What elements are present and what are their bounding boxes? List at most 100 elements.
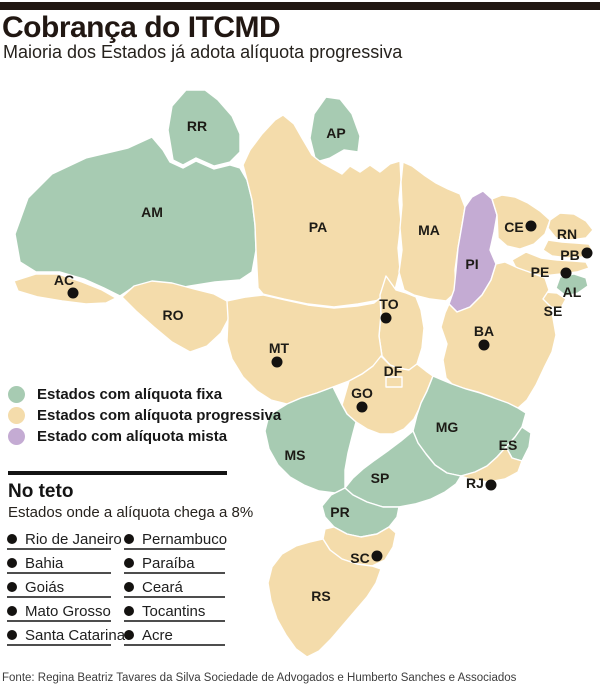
bullet-icon bbox=[124, 630, 134, 640]
state-dot-rj bbox=[485, 479, 497, 491]
state-shape-ba bbox=[440, 261, 557, 409]
state-label-rr: RR bbox=[187, 118, 207, 134]
state-dot-mt bbox=[271, 356, 283, 368]
no-teto-column-1: Rio de Janeiro Bahia Goiás Mato Grosso Santa… bbox=[7, 530, 125, 650]
bullet-icon bbox=[7, 630, 17, 640]
list-item: Rio de Janeiro bbox=[7, 530, 122, 550]
source-note: Fonte: Regina Beatriz Tavares da Silva S… bbox=[2, 672, 517, 684]
legend-swatch-mixed bbox=[8, 428, 25, 445]
state-shape-ap bbox=[309, 96, 361, 163]
state-dot-ce bbox=[525, 220, 537, 232]
legend-swatch-progressive bbox=[8, 407, 25, 424]
state-label-pe: PE bbox=[531, 264, 550, 280]
state-label-ce: CE bbox=[504, 219, 523, 235]
state-shape-ce bbox=[491, 194, 551, 250]
legend-item-progressive: Estados com alíquota progressiva bbox=[8, 407, 281, 424]
state-label-al: AL bbox=[563, 284, 582, 300]
state-dot-pb bbox=[581, 247, 593, 259]
list-item: Santa Catarina bbox=[7, 626, 125, 646]
bullet-icon bbox=[124, 534, 134, 544]
state-name: Santa Catarina bbox=[25, 626, 126, 644]
bullet-icon bbox=[124, 558, 134, 568]
state-shapes bbox=[13, 89, 594, 658]
state-label-ba: BA bbox=[474, 323, 494, 339]
state-label-rj: RJ bbox=[466, 475, 484, 491]
no-teto-column-2: Pernambuco Paraíba Ceará Tocantins Acre bbox=[124, 530, 228, 650]
state-shape-df bbox=[385, 376, 403, 388]
state-label-pb: PB bbox=[560, 247, 579, 263]
state-name: Ceará bbox=[142, 578, 183, 596]
state-label-df: DF bbox=[384, 363, 403, 379]
page-title: Cobrança do ITCMD bbox=[2, 11, 281, 44]
bullet-icon bbox=[7, 558, 17, 568]
state-shape-ac bbox=[13, 273, 117, 305]
state-name: Mato Grosso bbox=[25, 602, 111, 620]
state-label-sc: SC bbox=[350, 550, 369, 566]
list-item: Goiás bbox=[7, 578, 111, 598]
section-divider bbox=[8, 471, 227, 475]
list-item: Bahia bbox=[7, 554, 111, 574]
state-label-rn: RN bbox=[557, 226, 577, 242]
legend-label: Estados com alíquota progressiva bbox=[37, 407, 282, 424]
state-shape-ms bbox=[264, 386, 357, 494]
legend-swatch-fixed bbox=[8, 386, 25, 403]
list-item: Tocantins bbox=[124, 602, 225, 622]
no-teto-heading: No teto bbox=[8, 481, 74, 502]
state-dot-sc bbox=[371, 550, 383, 562]
state-name: Pernambuco bbox=[142, 530, 228, 548]
list-item: Ceará bbox=[124, 578, 225, 598]
state-dot-ac bbox=[67, 287, 79, 299]
state-label-ms: MS bbox=[285, 447, 306, 463]
state-dot-pe bbox=[560, 267, 572, 279]
state-label-ro: RO bbox=[163, 307, 184, 323]
list-item: Pernambuco bbox=[124, 530, 228, 550]
state-label-es: ES bbox=[499, 437, 518, 453]
state-label-pr: PR bbox=[330, 504, 349, 520]
state-label-mt: MT bbox=[269, 340, 290, 356]
state-name: Paraíba bbox=[142, 554, 195, 572]
state-label-mg: MG bbox=[436, 419, 459, 435]
state-dot-ba bbox=[478, 339, 490, 351]
state-label-ap: AP bbox=[326, 125, 345, 141]
state-name: Tocantins bbox=[142, 602, 206, 620]
state-label-pa: PA bbox=[309, 219, 327, 235]
state-label-se: SE bbox=[544, 303, 563, 319]
bullet-icon bbox=[7, 534, 17, 544]
state-label-rs: RS bbox=[311, 588, 330, 604]
state-label-go: GO bbox=[351, 385, 373, 401]
state-dot-to bbox=[380, 312, 392, 324]
state-shape-rn bbox=[547, 212, 594, 241]
legend-item-mixed: Estado com alíquota mista bbox=[8, 428, 281, 445]
state-shape-al bbox=[555, 273, 589, 297]
bullet-icon bbox=[7, 606, 17, 616]
list-item: Paraíba bbox=[124, 554, 225, 574]
state-shape-rs bbox=[267, 538, 382, 658]
state-shape-rj bbox=[460, 446, 523, 483]
legend-label: Estados com alíquota fixa bbox=[37, 386, 223, 403]
state-shape-rr bbox=[167, 89, 241, 167]
state-label-ac: AC bbox=[54, 272, 74, 288]
state-name: Acre bbox=[142, 626, 173, 644]
state-label-pi: PI bbox=[465, 256, 478, 272]
legend-label: Estado com alíquota mista bbox=[37, 428, 228, 445]
list-item: Mato Grosso bbox=[7, 602, 111, 622]
state-label-am: AM bbox=[141, 204, 163, 220]
legend-item-fixed: Estados com alíquota fixa bbox=[8, 386, 281, 403]
list-item: Acre bbox=[124, 626, 225, 646]
state-dot-go bbox=[356, 401, 368, 413]
bullet-icon bbox=[124, 582, 134, 592]
state-name: Rio de Janeiro bbox=[25, 530, 122, 548]
bullet-icon bbox=[7, 582, 17, 592]
page-subtitle: Maioria dos Estados já adota alíquota pr… bbox=[3, 42, 403, 62]
legend: Estados com alíquota fixa Estados com al… bbox=[8, 386, 281, 445]
state-label-to: TO bbox=[379, 296, 398, 312]
bullet-icon bbox=[124, 606, 134, 616]
state-name: Goiás bbox=[25, 578, 65, 596]
state-name: Bahia bbox=[25, 554, 64, 572]
state-label-ma: MA bbox=[418, 222, 440, 238]
accent-bar bbox=[0, 2, 600, 10]
state-label-sp: SP bbox=[371, 470, 390, 486]
